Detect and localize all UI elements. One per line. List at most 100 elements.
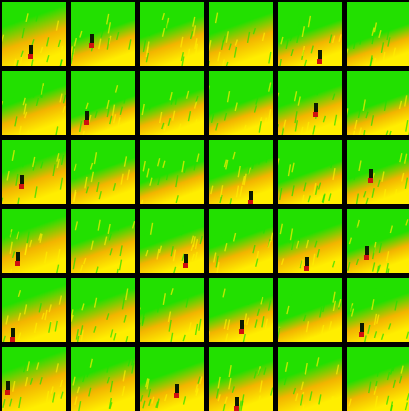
field-background: [2, 71, 66, 135]
dark-marker: [318, 50, 322, 59]
red-marker: [313, 112, 318, 117]
tile-image: [140, 2, 204, 66]
field-background: [140, 140, 204, 204]
tile-image: [278, 209, 342, 273]
tile-image: [209, 347, 273, 411]
tile-image: [347, 71, 409, 135]
tile-image: [71, 71, 135, 135]
tile-image: [209, 209, 273, 273]
field-background: [347, 347, 409, 411]
grid-tile: [209, 278, 273, 342]
field-background: [71, 140, 135, 204]
dark-marker: [90, 34, 94, 43]
dark-marker: [314, 103, 318, 112]
grid-tile: [209, 140, 273, 204]
tile-image: [278, 347, 342, 411]
tile-image: [71, 140, 135, 204]
grid-tile: [278, 2, 342, 66]
grid-tile: [71, 347, 135, 411]
tile-image: [71, 278, 135, 342]
grid-tile: [209, 2, 273, 66]
red-marker: [28, 54, 33, 59]
grid-tile: [2, 71, 66, 135]
grid-tile: [71, 140, 135, 204]
field-background: [347, 278, 409, 342]
field-background: [209, 71, 273, 135]
grid-tile: [140, 209, 204, 273]
red-marker: [15, 261, 20, 266]
field-background: [278, 71, 342, 135]
tile-image: [71, 209, 135, 273]
dark-marker: [365, 246, 369, 255]
red-marker: [317, 59, 322, 64]
dark-marker: [11, 328, 15, 337]
tile-image: [2, 2, 66, 66]
grid-tile: [140, 140, 204, 204]
tile-image: [278, 71, 342, 135]
tile-image: [2, 347, 66, 411]
grid-tile: [347, 209, 409, 273]
field-background: [278, 2, 342, 66]
field-background: [2, 2, 66, 66]
grid-tile: [278, 278, 342, 342]
tile-image: [2, 278, 66, 342]
grid-tile: [278, 71, 342, 135]
grid-tile: [2, 209, 66, 273]
grid-tile: [209, 209, 273, 273]
tile-image: [2, 71, 66, 135]
red-marker: [19, 184, 24, 189]
tile-image: [278, 2, 342, 66]
grid-tile: [209, 71, 273, 135]
tile-image: [2, 140, 66, 204]
grid-tile: [140, 71, 204, 135]
grid-tile: [71, 278, 135, 342]
field-background: [2, 209, 66, 273]
red-marker: [89, 43, 94, 48]
red-marker: [183, 263, 188, 268]
grid-tile: [278, 140, 342, 204]
tile-image: [209, 140, 273, 204]
grid-tile: [71, 71, 135, 135]
tile-image: [278, 278, 342, 342]
tile-image: [140, 278, 204, 342]
tile-image: [347, 347, 409, 411]
tile-image: [209, 71, 273, 135]
field-background: [2, 140, 66, 204]
grid-tile: [140, 347, 204, 411]
dark-marker: [29, 45, 33, 54]
dark-marker: [240, 320, 244, 329]
red-marker: [248, 200, 253, 204]
dark-marker: [16, 252, 20, 261]
tile-image: [140, 209, 204, 273]
grid-tile: [2, 347, 66, 411]
dark-marker: [6, 381, 10, 390]
dark-marker: [305, 257, 309, 266]
tile-image: [140, 347, 204, 411]
red-marker: [304, 266, 309, 271]
tile-image: [209, 2, 273, 66]
grid-tile: [347, 71, 409, 135]
grid-tile: [347, 347, 409, 411]
tile-image: [347, 2, 409, 66]
grid-tile: [347, 2, 409, 66]
red-marker: [239, 329, 244, 334]
field-background: [278, 140, 342, 204]
grid-tile: [347, 140, 409, 204]
grid-tile: [71, 209, 135, 273]
grid-tile: [2, 2, 66, 66]
red-marker: [10, 337, 15, 342]
field-background: [347, 2, 409, 66]
tile-image: [140, 140, 204, 204]
tile-image: [2, 209, 66, 273]
red-marker: [5, 390, 10, 395]
tile-image: [209, 278, 273, 342]
grid-tile: [140, 278, 204, 342]
grid-tile: [2, 140, 66, 204]
red-marker: [368, 178, 373, 183]
dark-marker: [85, 111, 89, 120]
grid-tile: [347, 278, 409, 342]
field-background: [140, 278, 204, 342]
tile-image: [347, 140, 409, 204]
dark-marker: [184, 254, 188, 263]
